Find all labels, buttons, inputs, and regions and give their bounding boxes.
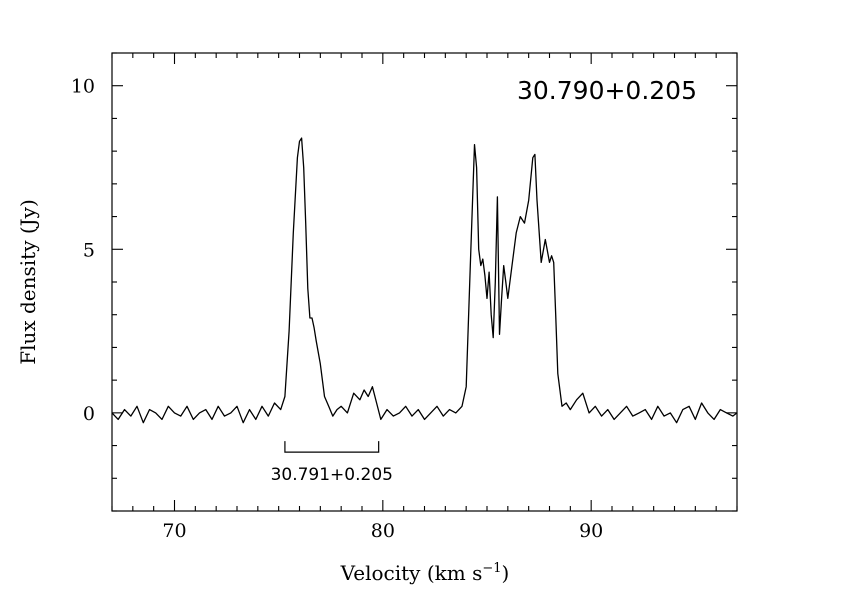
y-tick-label: 5: [83, 239, 95, 261]
x-tick-label: 80: [371, 520, 395, 542]
x-tick-label: 90: [579, 520, 603, 542]
x-axis-title-sup: −1: [482, 561, 501, 576]
y-tick-label: 10: [71, 76, 95, 98]
plot-frame: [111, 52, 738, 512]
spectrum-line: [111, 137, 738, 424]
x-tick-label: 70: [162, 520, 186, 542]
y-tick-label: 0: [83, 403, 95, 425]
component-bracket: [284, 441, 380, 453]
bracket-label: 30.791+0.205: [271, 465, 393, 485]
tick-labels: 70 80 90 0 5 10: [71, 76, 603, 542]
source-label: 30.790+0.205: [517, 76, 697, 105]
axis-ticks: [111, 52, 738, 512]
x-axis-title: Velocity (km s−1): [340, 561, 510, 585]
x-axis-title-main: Velocity (km s: [340, 561, 483, 585]
x-axis-title-close: ): [502, 561, 510, 585]
y-axis-title: Flux density (Jy): [16, 199, 40, 365]
